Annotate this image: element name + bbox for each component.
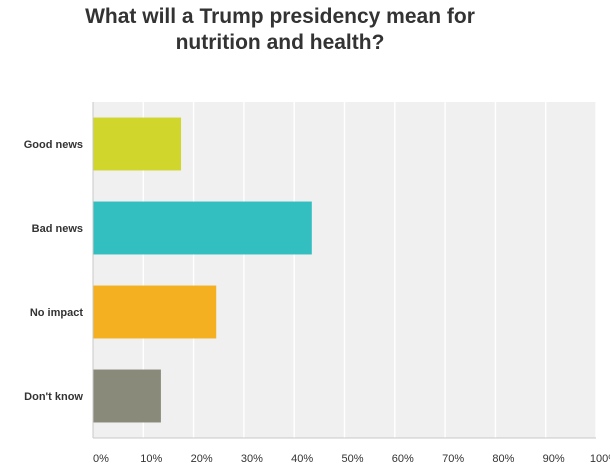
chart-title: What will a Trump presidency mean for nu…: [40, 4, 520, 56]
category-label: Good news: [24, 139, 83, 151]
category-label: No impact: [30, 307, 84, 319]
x-tick-label: 70%: [442, 453, 464, 465]
category-labels: Good news Bad news No impact Don't know: [24, 139, 84, 403]
bar: [93, 117, 182, 171]
x-tick-label: 20%: [191, 453, 213, 465]
bar: [93, 369, 161, 423]
x-tick-label: 0%: [93, 453, 109, 465]
bars: [93, 117, 312, 423]
chart-title-line-2: nutrition and health?: [175, 31, 385, 54]
category-label: Don't know: [24, 391, 83, 403]
x-tick-label: 100%: [590, 453, 610, 465]
bar: [93, 201, 312, 255]
x-tick-label: 50%: [341, 453, 363, 465]
x-tick-label: 80%: [492, 453, 514, 465]
x-tick-label: 30%: [241, 453, 263, 465]
axes: [92, 102, 596, 439]
category-label: Bad news: [32, 223, 83, 235]
x-tick-label: 10%: [140, 453, 162, 465]
grid-lines: [142, 102, 597, 438]
bar: [93, 285, 217, 339]
x-tick-label: 90%: [543, 453, 565, 465]
x-tick-labels: 0% 10% 20% 30% 40% 50% 60% 70% 80% 90% 100%: [93, 453, 610, 465]
x-tick-label: 40%: [291, 453, 313, 465]
x-tick-label: 60%: [392, 453, 414, 465]
chart-title-line-1: What will a Trump presidency mean for: [85, 5, 475, 28]
